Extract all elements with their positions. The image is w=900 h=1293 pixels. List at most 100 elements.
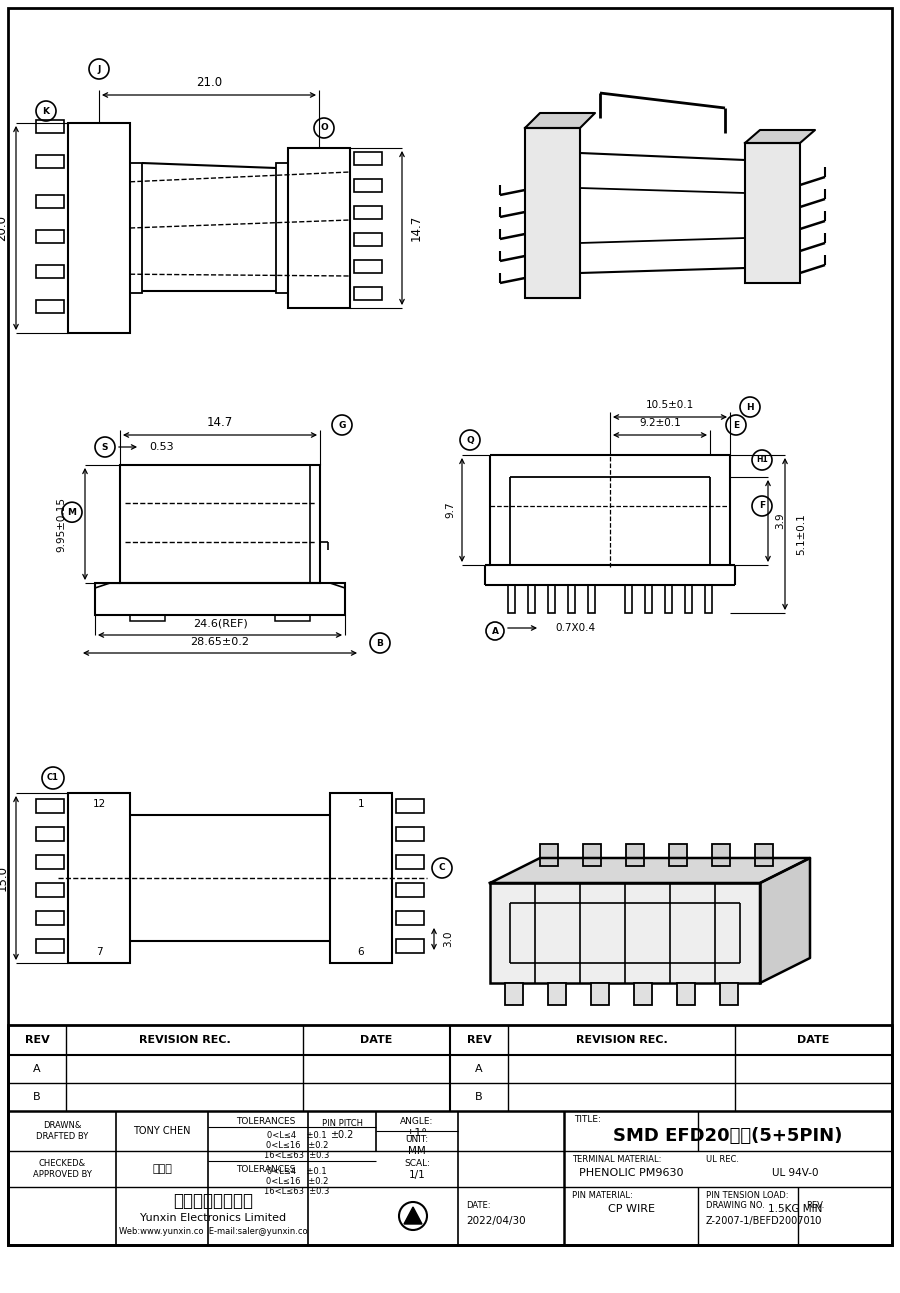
Text: A: A (475, 1064, 482, 1074)
Text: ±1°: ±1° (406, 1127, 428, 1138)
Bar (505, 983, 523, 1005)
Text: DATE: DATE (360, 1034, 392, 1045)
Bar (68, 123, 130, 334)
Bar (583, 843, 601, 865)
Bar (720, 983, 738, 1005)
Text: DATE: DATE (797, 1034, 830, 1045)
Bar (396, 912, 424, 924)
Bar (755, 843, 773, 865)
Text: 14.7: 14.7 (207, 416, 233, 429)
Bar (396, 883, 424, 897)
Text: 16<L≤63  ±0.3: 16<L≤63 ±0.3 (265, 1151, 329, 1160)
Text: 1/1: 1/1 (409, 1170, 426, 1181)
Bar (36, 230, 64, 243)
Bar (36, 883, 64, 897)
Text: ±0.2: ±0.2 (330, 1130, 354, 1140)
Bar (36, 799, 64, 813)
Text: 9.95±0.15: 9.95±0.15 (56, 497, 66, 552)
Text: 28.65±0.2: 28.65±0.2 (191, 637, 249, 646)
Text: 1: 1 (357, 799, 364, 809)
Text: PIN PITCH: PIN PITCH (321, 1118, 363, 1127)
Polygon shape (760, 859, 810, 983)
Text: DRAWING NO.: DRAWING NO. (706, 1201, 765, 1210)
Text: F: F (759, 502, 765, 511)
Text: TOLERANCES: TOLERANCES (237, 1165, 296, 1174)
Text: 16<L≤63  ±0.3: 16<L≤63 ±0.3 (265, 1187, 329, 1196)
Bar (354, 233, 382, 246)
Bar (705, 584, 712, 613)
Text: PHENOLIC PM9630: PHENOLIC PM9630 (579, 1168, 683, 1178)
Bar (396, 855, 424, 869)
Bar (626, 843, 644, 865)
Polygon shape (490, 859, 810, 883)
Bar (745, 144, 800, 283)
Bar (669, 843, 687, 865)
Bar (712, 843, 730, 865)
Text: PIN TENSION LOAD:: PIN TENSION LOAD: (706, 1191, 788, 1200)
Text: O: O (320, 124, 328, 132)
Bar (36, 912, 64, 924)
Text: 10.5±0.1: 10.5±0.1 (646, 400, 694, 410)
Text: 0<L≤4    ±0.1: 0<L≤4 ±0.1 (267, 1130, 327, 1139)
Text: G: G (338, 420, 346, 429)
Text: Yunxin Electronics Limited: Yunxin Electronics Limited (140, 1213, 286, 1223)
Polygon shape (525, 112, 595, 128)
Text: SCAL:: SCAL: (404, 1159, 430, 1168)
Text: CP WIRE: CP WIRE (608, 1204, 654, 1214)
Polygon shape (745, 131, 815, 144)
Bar (36, 855, 64, 869)
Bar (396, 939, 424, 953)
Bar (354, 153, 382, 166)
Text: TONY CHEN: TONY CHEN (133, 1126, 191, 1137)
Text: SMD EFD20卧式(5+5PIN): SMD EFD20卧式(5+5PIN) (613, 1127, 842, 1146)
Bar (634, 983, 652, 1005)
Text: 15.0: 15.0 (0, 865, 8, 891)
Text: 9.7: 9.7 (445, 502, 455, 518)
Text: C: C (438, 864, 446, 873)
Text: Web:www.yunxin.co  E-mail:saler@yunxin.co: Web:www.yunxin.co E-mail:saler@yunxin.co (119, 1227, 307, 1236)
Bar (68, 793, 130, 963)
Text: E: E (733, 420, 739, 429)
Bar (396, 828, 424, 840)
Text: TERMINAL MATERIAL:: TERMINAL MATERIAL: (572, 1155, 662, 1164)
Text: 0: 0 (814, 1215, 821, 1226)
Text: 云芚电子有限公司: 云芚电子有限公司 (173, 1192, 253, 1210)
Polygon shape (404, 1206, 422, 1224)
Bar (548, 584, 555, 613)
Text: 3.9: 3.9 (775, 513, 785, 529)
Text: H1: H1 (756, 455, 768, 464)
Bar (525, 128, 580, 297)
Text: 7: 7 (95, 946, 103, 957)
Text: J: J (97, 65, 101, 74)
Bar (130, 163, 142, 294)
Bar (36, 195, 64, 208)
Bar (665, 584, 672, 613)
Text: B: B (376, 639, 383, 648)
Text: B: B (475, 1093, 482, 1102)
Text: 0.7X0.4: 0.7X0.4 (555, 623, 595, 634)
Bar (540, 843, 558, 865)
Text: 0<L≤16   ±0.2: 0<L≤16 ±0.2 (266, 1140, 328, 1149)
Text: Q: Q (466, 436, 474, 445)
Bar (354, 287, 382, 300)
Bar (95, 583, 345, 615)
Text: 3.0: 3.0 (443, 931, 453, 948)
Bar (396, 799, 424, 813)
Text: A: A (33, 1064, 40, 1074)
Bar (490, 883, 760, 983)
Text: MM: MM (408, 1146, 426, 1156)
Bar (275, 615, 310, 621)
Bar (548, 983, 566, 1005)
Text: TOLERANCES: TOLERANCES (237, 1116, 296, 1125)
Bar (288, 147, 350, 308)
Bar (677, 983, 695, 1005)
Bar (354, 206, 382, 219)
Bar (36, 155, 64, 168)
Bar (354, 260, 382, 273)
Text: 1.5KG MIN: 1.5KG MIN (768, 1204, 823, 1214)
Text: 9.2±0.1: 9.2±0.1 (639, 418, 681, 428)
Text: 20.0: 20.0 (0, 215, 8, 240)
Text: REV: REV (466, 1034, 491, 1045)
Bar (508, 584, 515, 613)
Bar (588, 584, 595, 613)
